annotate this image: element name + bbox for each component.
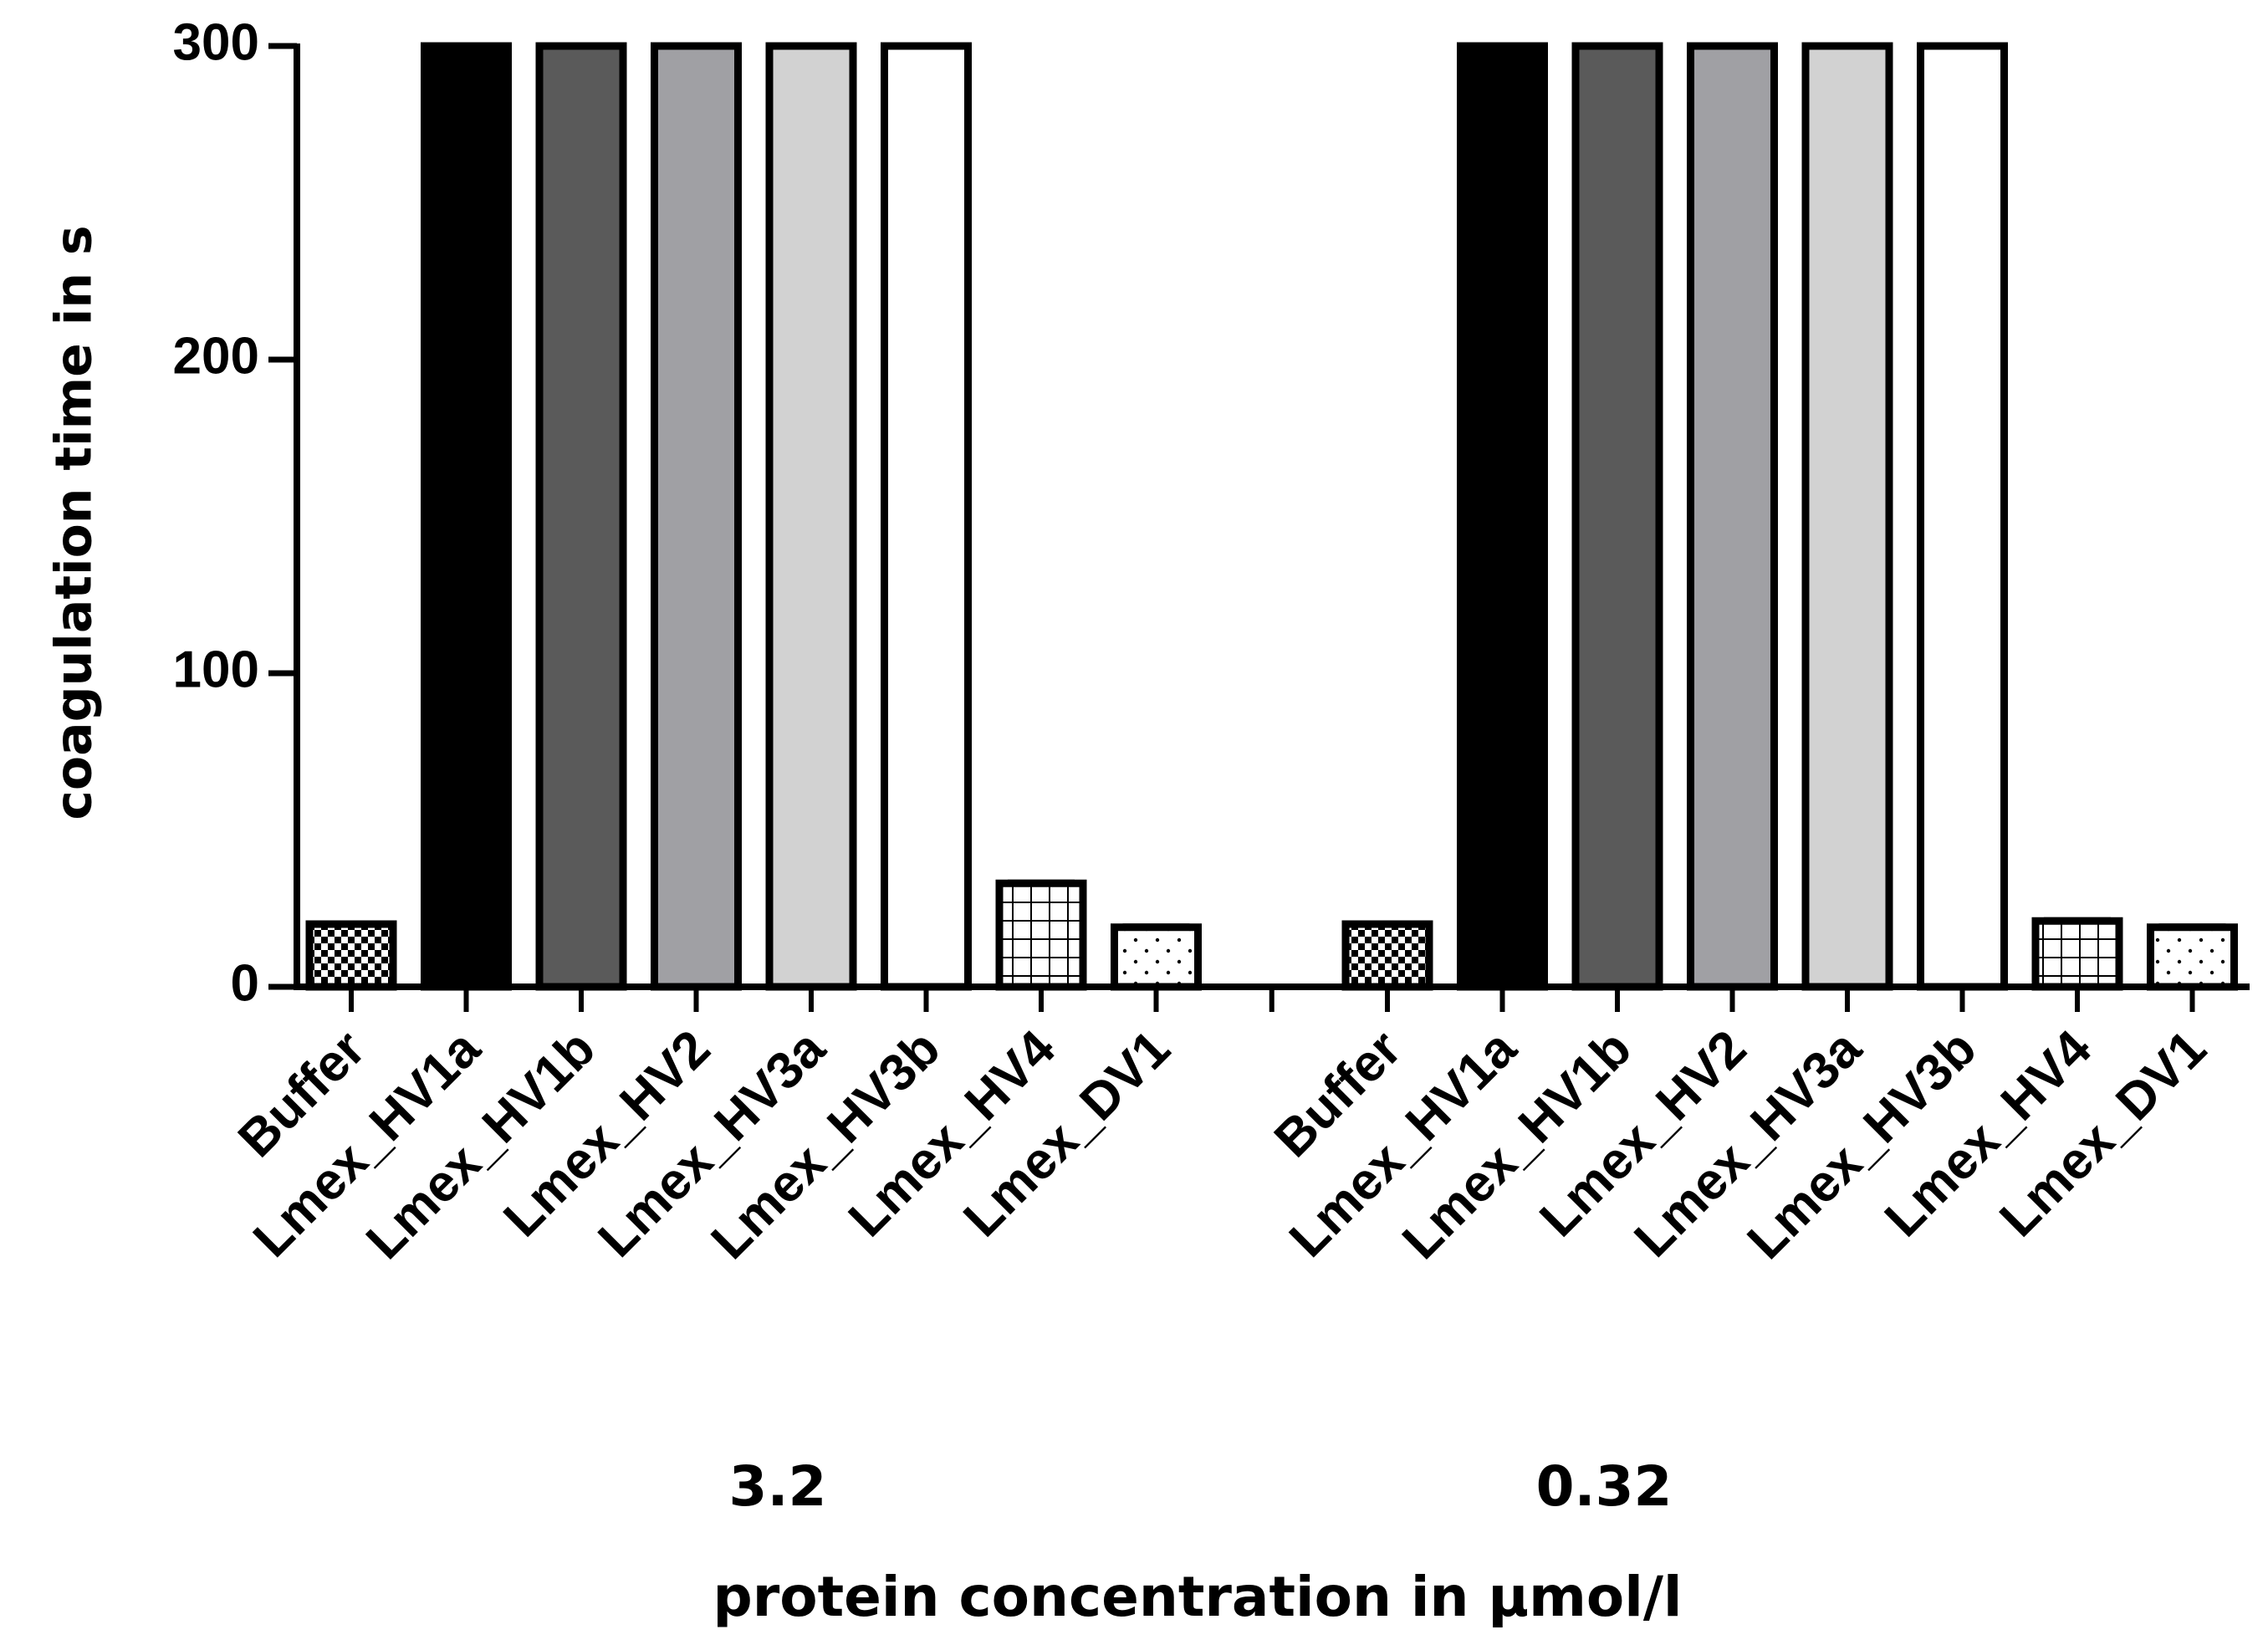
bar-g2-buffer xyxy=(1341,920,1433,991)
bars-layer xyxy=(305,42,2238,991)
bar-g2-lmex-hv1b xyxy=(1571,42,1663,991)
bar-g1-lmex-hv3a xyxy=(765,42,857,991)
bar-g2-lmex-hv4 xyxy=(2031,917,2123,991)
bar-g1-buffer xyxy=(305,920,397,991)
x-axis-label: protein concentration in µmol/l xyxy=(713,1565,1682,1629)
y-axis-label: coagulation time in s xyxy=(45,225,104,820)
bar-g2-lmex-hv1a xyxy=(1457,42,1548,991)
bar-g2-lmex-hv3b xyxy=(1917,42,2008,991)
bar-g1-lmex-hv3b xyxy=(881,42,972,991)
bar-g1-lmex-hv1b xyxy=(535,42,627,991)
bar-g1-lmex-dv1 xyxy=(1111,923,1202,991)
axes-layer: 0 100 200 300 xyxy=(173,13,2250,1012)
x-tick-labels: BufferLmex_HV1aLmex_HV1bLmex_HV2Lmex_HV3… xyxy=(227,1019,2217,1270)
bar-g1-lmex-hv1a xyxy=(421,42,512,991)
group-label-2: 0.32 xyxy=(1536,1454,1673,1519)
y-tick-label-200: 200 xyxy=(173,327,259,385)
group-label-1: 3.2 xyxy=(729,1454,827,1519)
bar-g2-lmex-hv2 xyxy=(1687,42,1778,991)
bar-g1-lmex-hv4 xyxy=(995,879,1087,991)
y-tick-label-100: 100 xyxy=(173,641,259,698)
bar-g1-lmex-hv2 xyxy=(651,42,742,991)
bar-g2-lmex-hv3a xyxy=(1801,42,1893,991)
bar-g2-lmex-dv1 xyxy=(2147,923,2238,991)
y-tick-label-300: 300 xyxy=(173,13,259,71)
y-tick-label-0: 0 xyxy=(231,954,259,1012)
